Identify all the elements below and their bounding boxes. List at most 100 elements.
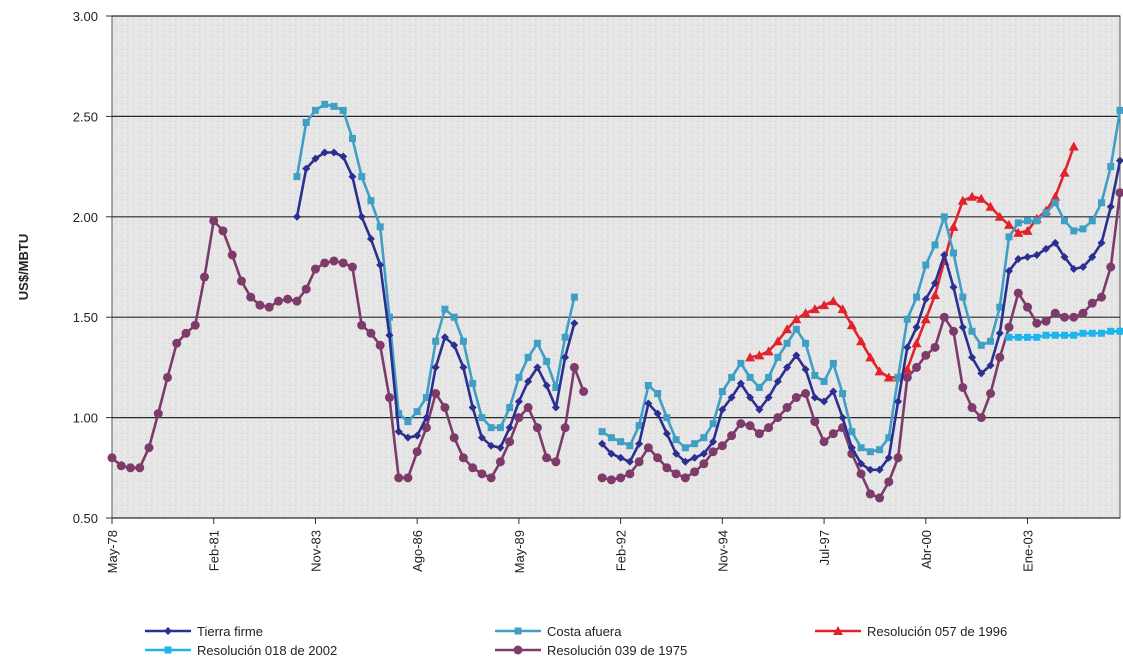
data-point — [533, 339, 541, 347]
data-point — [606, 475, 616, 485]
data-point — [348, 172, 357, 181]
x-tick-label: Nov-94 — [715, 530, 730, 572]
data-point — [486, 473, 496, 483]
data-point — [1106, 262, 1116, 272]
data-point — [421, 423, 431, 433]
data-point — [967, 403, 977, 413]
data-point — [911, 338, 922, 348]
data-point — [699, 449, 708, 458]
data-point — [1042, 244, 1051, 253]
legend-swatch-marker — [513, 645, 523, 655]
data-point — [236, 276, 246, 286]
data-point — [533, 363, 542, 372]
data-point — [310, 264, 320, 274]
data-point — [487, 424, 495, 432]
y-tick-label: 0.50 — [73, 511, 98, 526]
data-point — [292, 296, 302, 306]
data-point — [857, 444, 865, 452]
data-point — [458, 453, 468, 463]
data-point — [218, 226, 228, 236]
data-point — [644, 399, 653, 408]
data-point — [940, 250, 949, 259]
data-point — [643, 443, 653, 453]
data-point — [903, 315, 911, 323]
data-point — [809, 304, 820, 314]
data-point — [153, 409, 163, 419]
legend: Tierra firme Costa afuera Resolución 057 d… — [145, 624, 1007, 658]
data-point — [1069, 312, 1079, 322]
legend-label: Tierra firme — [197, 624, 263, 639]
legend-label: Resolución 039 de 1975 — [547, 643, 687, 658]
data-point — [829, 387, 838, 396]
data-point — [949, 326, 959, 336]
data-point — [773, 377, 782, 386]
data-point — [1050, 191, 1061, 201]
data-point — [330, 102, 338, 110]
data-point — [172, 338, 182, 348]
data-point — [801, 389, 811, 399]
data-point — [976, 413, 986, 423]
data-point — [663, 414, 671, 422]
data-point — [884, 477, 894, 487]
data-point — [820, 377, 828, 385]
data-point — [348, 134, 356, 142]
data-point — [690, 467, 700, 477]
data-point — [1098, 329, 1106, 337]
data-point — [144, 443, 154, 453]
data-point — [1060, 252, 1069, 261]
data-point — [301, 284, 311, 294]
data-point — [404, 418, 412, 426]
data-point — [736, 379, 745, 388]
data-point — [1032, 250, 1041, 259]
data-point — [875, 493, 885, 503]
data-point — [616, 473, 626, 483]
data-point — [746, 373, 754, 381]
y-tick-label: 2.50 — [73, 109, 98, 124]
data-point — [634, 457, 644, 467]
data-point — [450, 313, 458, 321]
data-point — [837, 304, 848, 314]
data-point — [505, 423, 514, 432]
data-point — [412, 447, 422, 457]
data-point — [107, 453, 117, 463]
data-point — [440, 403, 450, 413]
data-point — [782, 403, 792, 413]
data-point — [432, 337, 440, 345]
data-point — [570, 319, 579, 328]
data-point — [949, 283, 958, 292]
data-point — [320, 148, 329, 157]
data-point — [792, 351, 801, 360]
data-point — [948, 221, 959, 231]
data-point — [477, 469, 487, 479]
data-point — [385, 313, 393, 321]
data-point — [958, 382, 968, 392]
data-point — [921, 350, 931, 360]
data-point — [1106, 202, 1115, 211]
data-point — [311, 154, 320, 163]
data-point — [856, 469, 866, 479]
data-point — [690, 453, 699, 462]
data-point — [995, 329, 1004, 338]
data-point — [367, 197, 375, 205]
data-point — [802, 339, 810, 347]
data-point — [1068, 141, 1079, 151]
data-point — [746, 393, 755, 402]
data-point — [329, 148, 338, 157]
data-point — [532, 423, 542, 433]
data-point — [717, 441, 727, 451]
x-tick-label: Feb-92 — [614, 530, 629, 571]
y-axis-label: US$/MBTU — [16, 234, 31, 300]
x-tick-label: Feb-81 — [207, 530, 222, 571]
data-point — [320, 258, 330, 268]
data-point — [616, 453, 625, 462]
data-point — [1070, 227, 1078, 235]
data-point — [560, 423, 570, 433]
y-tick-label: 2.00 — [73, 210, 98, 225]
data-point — [478, 414, 486, 422]
data-point — [745, 421, 755, 431]
data-point — [1014, 333, 1022, 341]
data-point — [736, 419, 746, 429]
data-point — [1061, 331, 1069, 339]
data-point — [883, 372, 894, 382]
series-2 — [745, 141, 1079, 382]
